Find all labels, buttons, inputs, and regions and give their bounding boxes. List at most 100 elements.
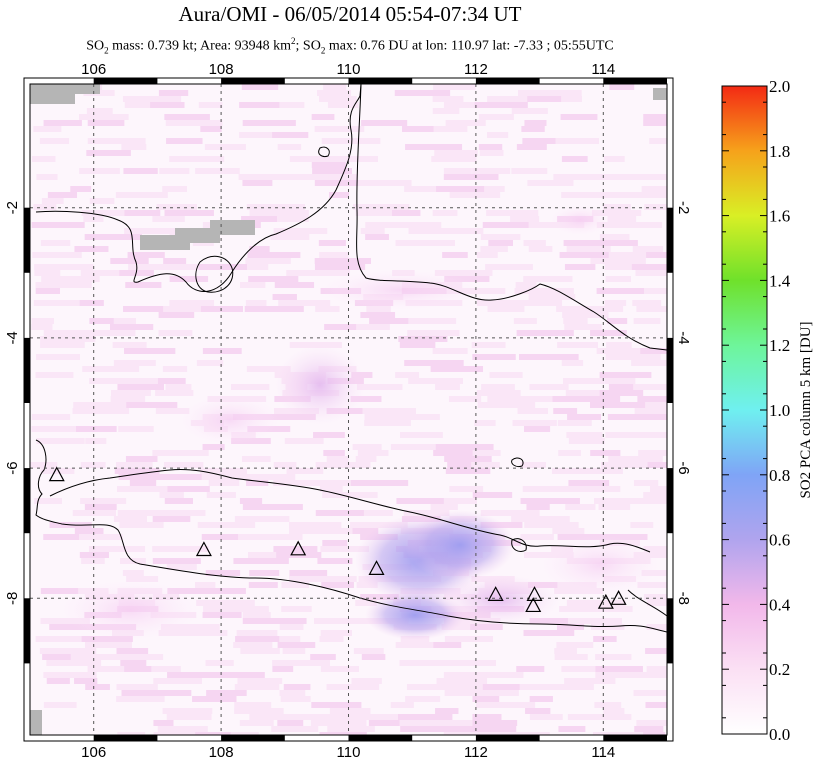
so2-pixel — [590, 486, 621, 492]
so2-pixel — [124, 666, 159, 672]
so2-pixel — [120, 660, 147, 666]
so2-plume — [550, 205, 610, 235]
colorbar-tick-label: 0.2 — [769, 660, 790, 679]
so2-pixel — [278, 300, 331, 306]
so2-pixel — [608, 456, 657, 462]
so2-pixel — [158, 90, 189, 96]
so2-pixel — [363, 510, 393, 516]
so2-pixel — [606, 342, 632, 348]
so2-pixel — [560, 684, 594, 690]
so2-pixel — [32, 252, 82, 258]
so2-pixel — [649, 486, 667, 492]
so2-pixel — [516, 330, 574, 336]
so2-pixel — [160, 624, 220, 630]
so2-pixel — [631, 264, 667, 270]
so2-pixel — [524, 426, 551, 432]
so2-pixel — [311, 270, 350, 276]
so2-pixel — [480, 510, 540, 516]
so2-pixel — [151, 666, 181, 672]
so2-pixel — [166, 138, 203, 144]
so2-pixel — [442, 252, 468, 258]
so2-pixel — [474, 726, 517, 732]
so2-pixel — [246, 480, 269, 486]
so2-pixel — [448, 396, 482, 402]
so2-pixel — [566, 432, 603, 438]
so2-pixel — [435, 384, 460, 390]
so2-pixel — [390, 702, 414, 708]
so2-pixel — [638, 450, 667, 456]
so2-pixel — [605, 432, 658, 438]
so2-pixel — [234, 708, 284, 714]
so2-pixel — [110, 258, 149, 264]
so2-pixel — [595, 396, 621, 402]
so2-pixel — [352, 528, 379, 534]
so2-pixel — [233, 558, 289, 564]
so2-pixel — [273, 462, 297, 468]
so2-pixel — [595, 192, 649, 198]
so2-pixel — [320, 486, 343, 492]
so2-pixel — [314, 258, 372, 264]
so2-pixel — [279, 102, 305, 108]
so2-pixel — [206, 492, 236, 498]
so2-pixel — [88, 546, 146, 552]
so2-pixel — [565, 390, 606, 396]
so2-pixel — [518, 90, 569, 96]
so2-pixel — [399, 660, 443, 666]
so2-pixel — [163, 462, 204, 468]
so2-pixel — [430, 366, 484, 372]
island-coastline — [318, 146, 330, 157]
x-tick-label-bottom: 112 — [464, 744, 488, 759]
so2-pixel — [152, 450, 209, 456]
so2-pixel — [315, 306, 340, 312]
so2-pixel — [524, 120, 547, 126]
so2-pixel — [319, 252, 349, 258]
so2-pixel — [361, 120, 408, 126]
subtitle-subscript: 2 — [320, 45, 326, 56]
volcano-marker — [195, 541, 212, 557]
so2-pixel — [599, 234, 630, 240]
so2-pixel — [364, 420, 411, 426]
so2-pixel — [289, 156, 344, 162]
so2-pixel — [89, 198, 115, 204]
so2-pixel — [562, 312, 609, 318]
so2-pixel — [476, 252, 498, 258]
so2-pixel — [605, 276, 631, 282]
so2-pixel — [365, 222, 418, 228]
so2-pixel — [78, 534, 123, 540]
so2-pixel — [510, 216, 540, 222]
so2-pixel — [637, 396, 667, 402]
so2-pixel — [407, 330, 460, 336]
so2-pixel — [315, 510, 370, 516]
so2-pixel — [123, 306, 168, 312]
so2-pixel — [437, 660, 497, 666]
coastline — [356, 84, 667, 351]
so2-pixel — [438, 228, 484, 234]
so2-pixel — [599, 372, 652, 378]
so2-pixel — [519, 684, 562, 690]
y-tick-label-left: -4 — [4, 331, 21, 344]
so2-pixel — [528, 246, 553, 252]
chart-subtitle: SO2 mass: 0.739 kt; Area: 93948 km2; SO2… — [0, 36, 700, 55]
so2-pixel — [593, 498, 639, 504]
so2-pixel — [326, 684, 356, 690]
colorbar-tick-label: 0.8 — [769, 466, 790, 485]
so2-pixel — [242, 456, 271, 462]
subtitle-superscript: 2 — [291, 36, 296, 46]
y-tick-label-left: -6 — [4, 461, 21, 474]
so2-pixel — [390, 444, 439, 450]
so2-pixel — [597, 468, 623, 474]
so2-pixel — [598, 504, 631, 510]
missing-data-patch — [30, 84, 100, 94]
so2-pixel — [350, 396, 382, 402]
so2-pixel — [564, 324, 602, 330]
so2-pixel — [646, 192, 667, 198]
so2-plume — [60, 580, 200, 640]
so2-pixel — [196, 360, 224, 366]
so2-pixel — [113, 378, 171, 384]
so2-pixel — [157, 378, 186, 384]
so2-pixel — [361, 654, 386, 660]
so2-pixel — [649, 414, 667, 420]
so2-pixel — [470, 624, 503, 630]
so2-pixel — [635, 222, 663, 228]
missing-data-patch — [653, 88, 667, 100]
